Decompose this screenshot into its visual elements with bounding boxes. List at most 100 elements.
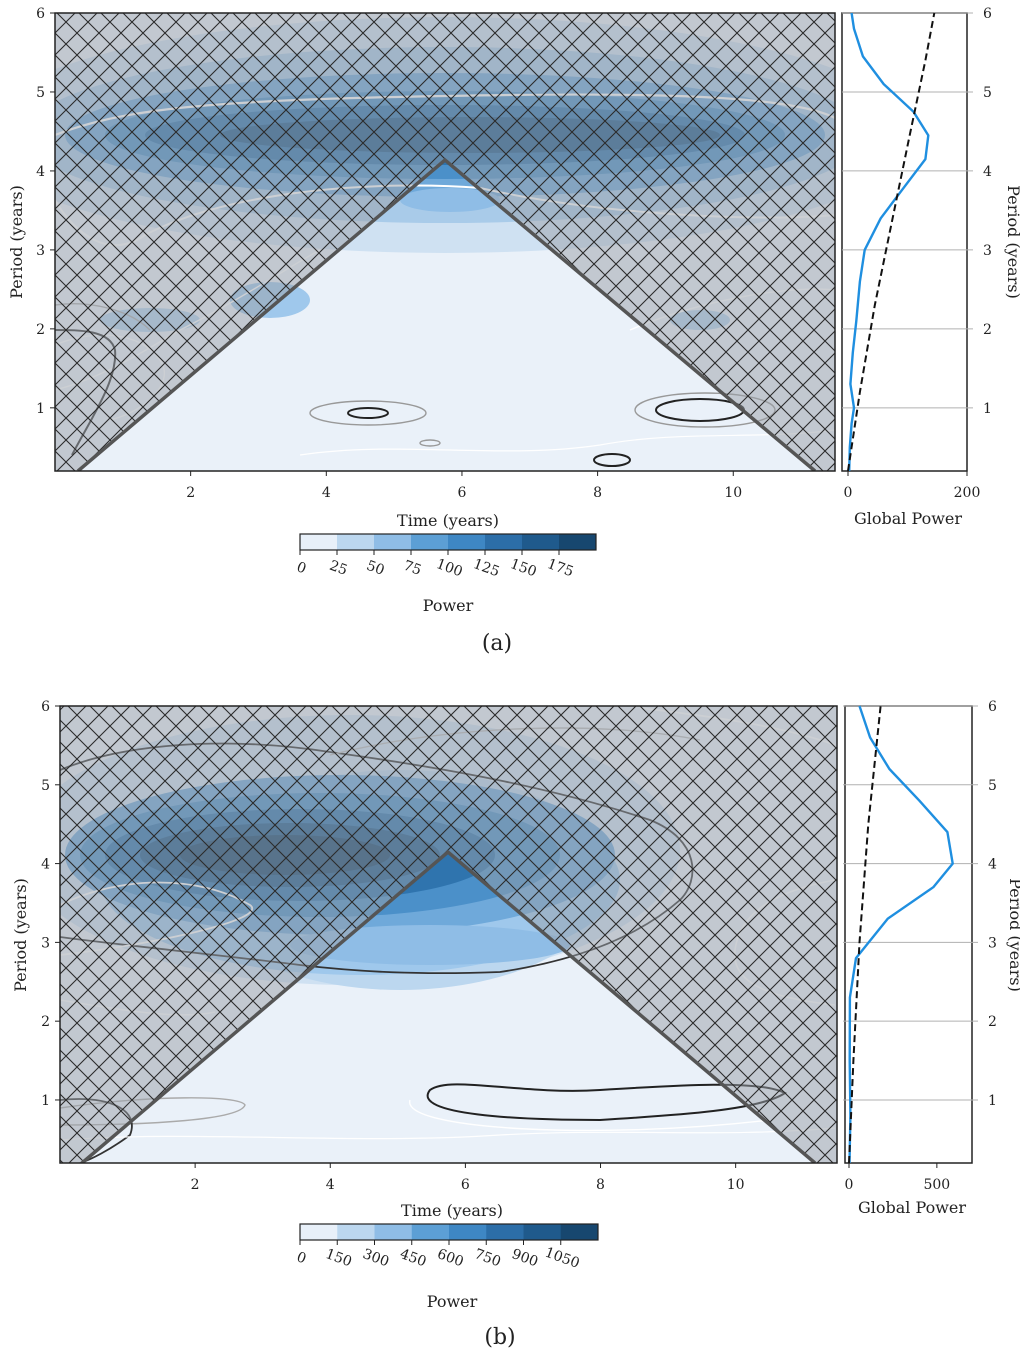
panel-b-global-series: [848, 705, 954, 1164]
y-tick-label: 5: [41, 778, 50, 794]
global-y-tick-label: 1: [983, 401, 992, 417]
x-tick-label: 10: [724, 485, 742, 501]
panel-b-global-ylabel: Period (years): [1006, 878, 1020, 992]
panel-a-colorbar: 0 25 50 75 100 125 150 175: [294, 533, 597, 580]
x-tick-label: 8: [596, 1177, 605, 1193]
panel-a-global-ylabel: Period (years): [1004, 185, 1020, 299]
colorbar-swatch: [522, 534, 560, 550]
global-y-tick-label: 6: [983, 6, 992, 22]
x-tick-label: 2: [191, 1177, 200, 1193]
panel-a-x-ticks: 2 4 6 8 10: [186, 471, 742, 501]
x-tick-label: 10: [727, 1177, 745, 1193]
panel-b-xlabel: Time (years): [401, 1201, 503, 1220]
panel-b-y-ticks: 1 2 3 4 5 6: [41, 699, 60, 1109]
colorbar-tick-label: 300: [361, 1246, 392, 1270]
colorbar-tick-label: 100: [434, 556, 465, 580]
colorbar-tick-label: 50: [364, 558, 386, 579]
panel-a-heatmap: [55, 13, 835, 471]
y-tick-label: 2: [36, 322, 45, 338]
global-y-tick-label: 2: [988, 1014, 997, 1030]
x-tick-label: 8: [593, 485, 602, 501]
colorbar-tick-label: 0: [294, 1249, 308, 1267]
panel-b-colorbar-label: Power: [427, 1292, 478, 1311]
panel-a-xlabel: Time (years): [397, 511, 499, 530]
global-y-tick-label: 3: [988, 935, 997, 951]
global-x-tick-label: 500: [923, 1177, 950, 1193]
global-y-tick-label: 1: [988, 1093, 997, 1109]
colorbar-swatch: [337, 534, 375, 550]
global-y-tick-label: 3: [983, 243, 992, 259]
global-y-tick-label: 4: [983, 164, 992, 180]
global-y-tick-label: 5: [988, 778, 997, 794]
y-tick-label: 3: [36, 243, 45, 259]
global-x-tick-label: 200: [954, 485, 981, 501]
global-y-tick-label: 6: [988, 699, 997, 715]
colorbar-tick-label: 0: [294, 559, 308, 577]
panel-b-global-x-ticks: 0 500: [845, 1163, 950, 1193]
x-tick-label: 6: [457, 485, 466, 501]
colorbar-swatch: [300, 1224, 338, 1240]
panel-a-global-series: [847, 12, 936, 472]
y-tick-label: 4: [36, 164, 45, 180]
y-tick-label: 2: [41, 1014, 50, 1030]
colorbar-tick-label: 75: [401, 558, 423, 579]
panel-a-ylabel: Period (years): [7, 185, 26, 299]
x-tick-label: 6: [461, 1177, 470, 1193]
panel-a-global-frame: [841, 12, 968, 472]
panel-a-global-y-ticks: 1 2 3 4 5 6: [842, 6, 992, 417]
colorbar-swatch: [485, 534, 523, 550]
colorbar-swatch: [411, 534, 449, 550]
panel-b-x-ticks: 2 4 6 8 10: [191, 1163, 745, 1193]
colorbar-swatch: [448, 534, 486, 550]
x-tick-label: 4: [326, 1177, 335, 1193]
colorbar-swatch: [486, 1224, 524, 1240]
colorbar-tick-label: 900: [510, 1246, 541, 1270]
colorbar-tick-label: 25: [327, 558, 349, 579]
colorbar-tick-label: 1050: [543, 1245, 582, 1272]
colorbar-swatch: [449, 1224, 487, 1240]
panel-a-frame: [54, 12, 836, 472]
colorbar-tick-label: 600: [435, 1246, 466, 1270]
colorbar-swatch: [374, 534, 412, 550]
colorbar-tick-label: 150: [323, 1246, 354, 1270]
y-tick-label: 6: [41, 699, 50, 715]
panel-b-global-frame: [844, 705, 973, 1164]
x-tick-label: 4: [322, 485, 331, 501]
y-tick-label: 1: [41, 1093, 50, 1109]
colorbar-swatch: [374, 1224, 413, 1240]
x-tick-label: 2: [186, 485, 195, 501]
panel-b-heatmap: [60, 706, 837, 1163]
global-x-tick-label: 0: [845, 1177, 854, 1193]
colorbar-swatch: [559, 534, 597, 550]
global-y-tick-label: 4: [988, 857, 997, 873]
colorbar-swatch: [523, 1224, 562, 1240]
colorbar-tick-label: 450: [398, 1246, 429, 1270]
panel-b-global-xlabel: Global Power: [858, 1198, 966, 1217]
global-x-tick-label: 0: [844, 485, 853, 501]
panel-b-caption: (b): [484, 1325, 515, 1350]
global-y-tick-label: 5: [983, 85, 992, 101]
y-tick-label: 4: [41, 857, 50, 873]
panel-a-colorbar-label: Power: [423, 596, 474, 615]
global-power-line: [848, 12, 930, 472]
y-tick-label: 3: [41, 935, 50, 951]
colorbar-tick-label: 175: [545, 556, 576, 580]
colorbar-swatch: [300, 534, 338, 550]
panel-a-caption: (a): [482, 631, 512, 656]
panel-a-y-ticks: 1 2 3 4 5 6: [36, 6, 55, 417]
colorbar-swatch: [411, 1224, 450, 1240]
colorbar-tick-label: 125: [471, 556, 502, 580]
y-tick-label: 1: [36, 401, 45, 417]
panel-a-global-xlabel: Global Power: [854, 509, 962, 528]
colorbar-tick-label: 150: [508, 556, 539, 580]
colorbar-tick-label: 750: [472, 1246, 503, 1270]
global-significance-line: [848, 705, 882, 1164]
y-tick-label: 5: [36, 85, 45, 101]
y-tick-label: 6: [36, 6, 45, 22]
global-power-line: [848, 705, 954, 1164]
panel-b-ylabel: Period (years): [11, 878, 30, 992]
global-significance-line: [847, 12, 936, 472]
